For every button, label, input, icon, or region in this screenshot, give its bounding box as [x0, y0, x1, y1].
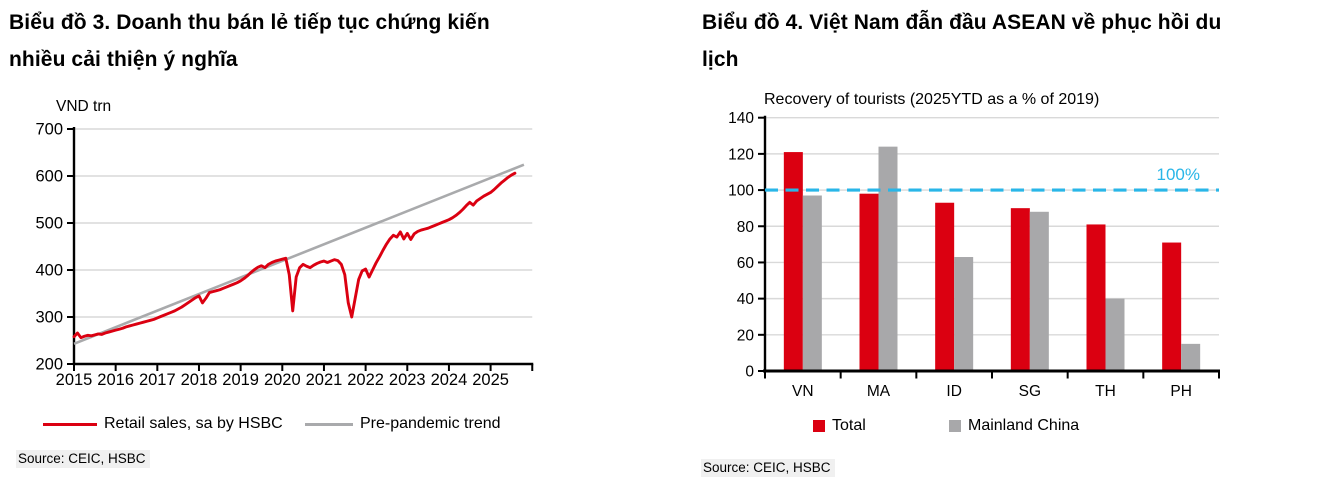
- pre-pandemic-trend-series: [73, 163, 525, 345]
- bar-mainland-china-MA: [878, 146, 898, 371]
- bar-mainland-china-SG: [1029, 211, 1049, 371]
- figure4-title-line1: Biểu đồ 4. Việt Nam đẫn đầu ASEAN về phụ…: [702, 11, 1222, 34]
- legend-item-trend: Pre-pandemic trend: [305, 415, 501, 433]
- svg-text:600: 600: [35, 168, 63, 186]
- svg-text:300: 300: [35, 309, 63, 327]
- svg-text:MA: MA: [867, 383, 891, 400]
- svg-text:ID: ID: [946, 383, 962, 400]
- svg-text:2017: 2017: [139, 371, 176, 389]
- hundred-percent-label: 100%: [1157, 165, 1200, 184]
- svg-text:TH: TH: [1095, 383, 1116, 400]
- svg-text:2018: 2018: [181, 371, 218, 389]
- legend-item-mainland-china: Mainland China: [949, 417, 1079, 435]
- svg-text:200: 200: [35, 356, 63, 374]
- y-axis-unit-label: VND trn: [56, 98, 111, 115]
- svg-text:0: 0: [745, 364, 754, 381]
- svg-text:40: 40: [737, 291, 755, 308]
- retail-sales-line-chart: 200 300 400 500 600 700 2015 2016 2017 2018 2019 20…: [35, 98, 534, 389]
- bar-mainland-china-TH: [1105, 298, 1125, 371]
- y-gridlines: [765, 116, 1219, 336]
- svg-text:100: 100: [728, 183, 754, 200]
- bar-total-SG: [1010, 208, 1030, 371]
- legend-label-mainland-china: Mainland China: [968, 417, 1080, 434]
- legend-label-total: Total: [832, 417, 866, 434]
- svg-text:500: 500: [35, 215, 63, 233]
- svg-text:VN: VN: [792, 383, 814, 400]
- bar-total-ID: [935, 202, 955, 371]
- axes: [758, 115, 1220, 379]
- figure3-title: Biểu đồ 3. Doanh thu bán lẻ tiếp tục chứ…: [9, 4, 639, 78]
- bar-total-VN: [783, 152, 803, 371]
- bar-total-PH: [1162, 242, 1182, 371]
- svg-text:2023: 2023: [389, 371, 426, 389]
- bar-mainland-china-PH: [1181, 343, 1201, 371]
- svg-text:2021: 2021: [306, 371, 343, 389]
- axes: [67, 127, 534, 371]
- bar-mainland-china-ID: [954, 257, 974, 371]
- legend-item-retail-sales: Retail sales, sa by HSBC: [43, 415, 283, 433]
- svg-text:120: 120: [728, 146, 754, 163]
- mainland-china-swatch: [949, 420, 961, 432]
- chart-panel-tourist-recovery: Biểu đồ 4. Việt Nam đẫn đầu ASEAN về phụ…: [660, 0, 1326, 492]
- bar-mainland-china-VN: [802, 195, 822, 371]
- figure3-title-line1: Biểu đồ 3. Doanh thu bán lẻ tiếp tục chứ…: [9, 11, 490, 34]
- bar-chart-title: Recovery of tourists (2025YTD as a % of …: [764, 91, 1099, 108]
- svg-text:2020: 2020: [264, 371, 301, 389]
- svg-text:20: 20: [737, 327, 755, 344]
- svg-text:700: 700: [35, 121, 63, 139]
- figure3-source: Source: CEIC, HSBC: [16, 450, 150, 468]
- bar-total-MA: [859, 193, 879, 371]
- trend-line-swatch: [305, 422, 353, 426]
- svg-text:2022: 2022: [347, 371, 384, 389]
- svg-text:2016: 2016: [97, 371, 134, 389]
- y-gridlines: [74, 128, 533, 318]
- retail-sales-line-swatch: [43, 422, 97, 426]
- svg-text:60: 60: [737, 255, 755, 272]
- legend-label-retail-sales: Retail sales, sa by HSBC: [104, 415, 283, 432]
- svg-text:80: 80: [737, 219, 755, 236]
- total-swatch: [813, 420, 825, 432]
- retail-sales-series: [72, 171, 517, 340]
- svg-text:140: 140: [728, 110, 754, 127]
- svg-text:2025: 2025: [472, 371, 509, 389]
- tourist-recovery-bar-chart: Recovery of tourists (2025YTD as a % of …: [728, 91, 1220, 400]
- svg-text:PH: PH: [1170, 383, 1192, 400]
- bars-mainland-china: [802, 146, 1201, 371]
- bars-total: [783, 152, 1182, 371]
- figure4-source: Source: CEIC, HSBC: [701, 459, 835, 477]
- svg-text:SG: SG: [1019, 383, 1041, 400]
- svg-text:2024: 2024: [431, 371, 468, 389]
- svg-text:400: 400: [35, 262, 63, 280]
- legend-label-trend: Pre-pandemic trend: [360, 415, 501, 432]
- chart-panel-retail-sales: Biểu đồ 3. Doanh thu bán lẻ tiếp tục chứ…: [0, 0, 660, 492]
- svg-text:2019: 2019: [222, 371, 259, 389]
- figure4-title-line2: lịch: [702, 48, 739, 71]
- svg-text:2015: 2015: [56, 371, 93, 389]
- legend-item-total: Total: [813, 417, 866, 435]
- figure3-title-line2: nhiều cải thiện ý nghĩa: [9, 48, 238, 71]
- figure4-title: Biểu đồ 4. Việt Nam đẫn đầu ASEAN về phụ…: [702, 4, 1322, 78]
- bar-total-TH: [1086, 224, 1106, 371]
